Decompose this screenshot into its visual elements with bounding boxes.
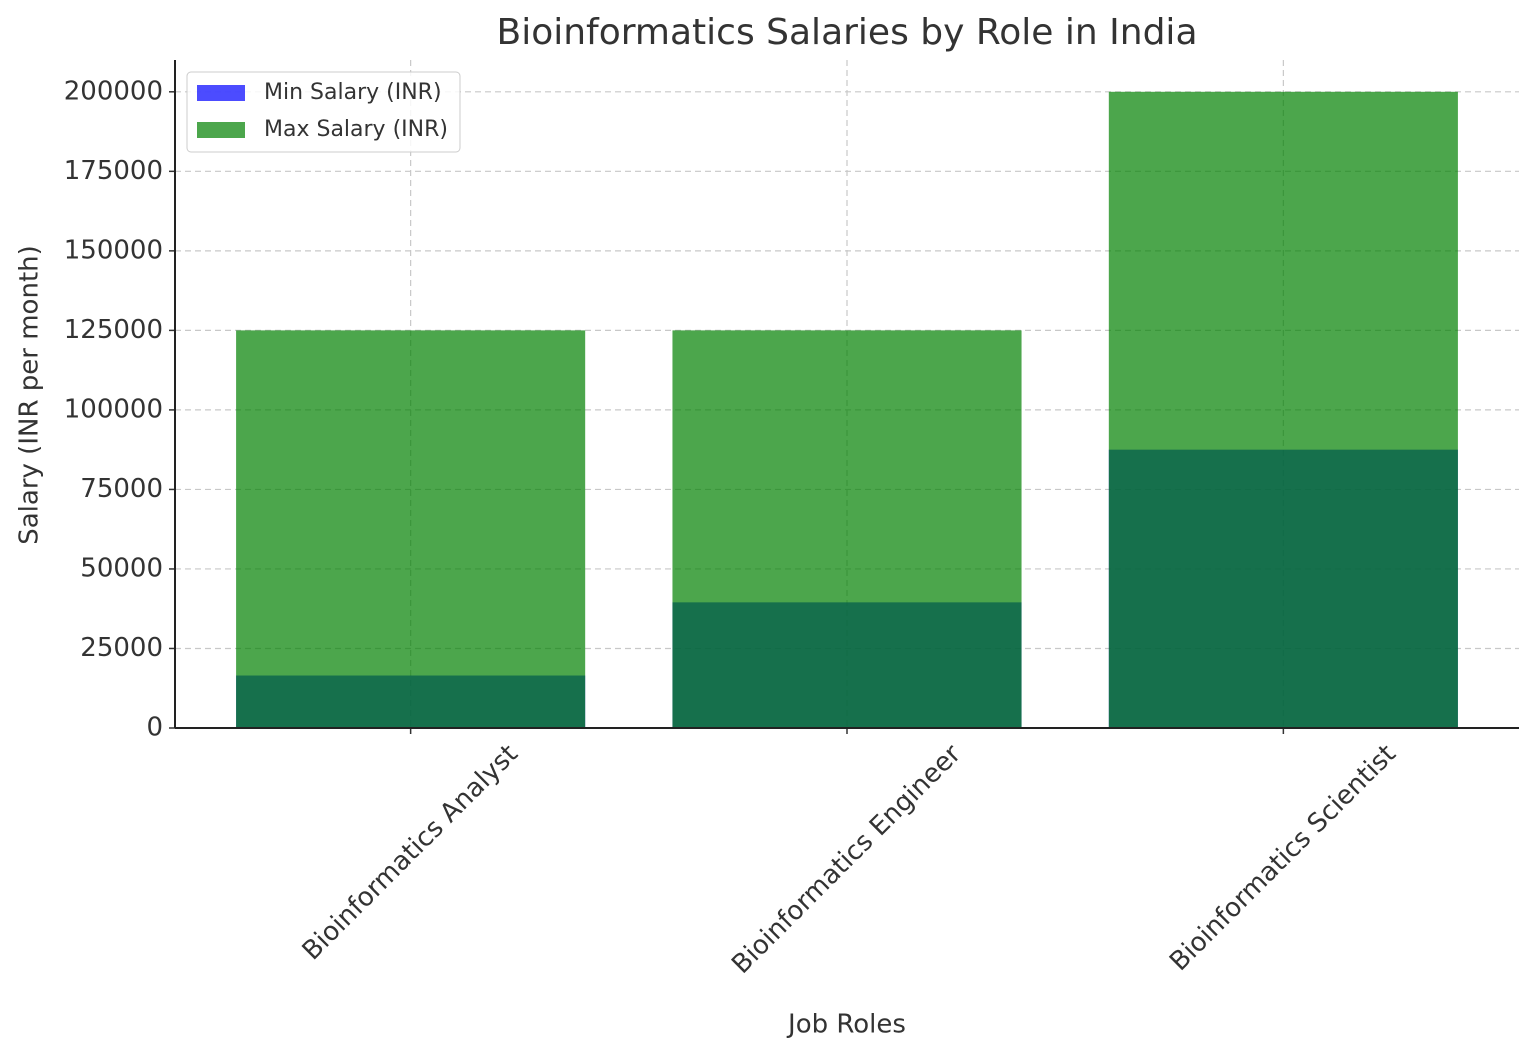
- x-axis-label: Job Roles: [786, 1010, 906, 1040]
- y-tick-label: 25000: [80, 633, 163, 663]
- y-tick-label: 75000: [80, 474, 163, 504]
- legend-label: Max Salary (INR): [264, 117, 448, 142]
- x-tick-label: Bioinformatics Analyst: [297, 739, 524, 966]
- chart-title: Bioinformatics Salaries by Role in India: [497, 12, 1198, 53]
- y-tick-label: 125000: [64, 315, 163, 345]
- y-tick-label: 0: [146, 713, 163, 743]
- x-tick-label: Bioinformatics Scientist: [1164, 739, 1402, 977]
- x-tick-label: Bioinformatics Engineer: [726, 739, 967, 980]
- y-tick-label: 100000: [64, 394, 163, 424]
- bar: [1108, 91, 1458, 729]
- legend-swatch: [197, 122, 245, 138]
- legend-label: Min Salary (INR): [264, 80, 442, 105]
- y-tick-label: 175000: [64, 156, 163, 186]
- y-tick-label: 200000: [64, 76, 163, 106]
- y-tick-label: 150000: [64, 235, 163, 265]
- legend: [186, 71, 461, 153]
- y-axis-label: Salary (INR per month): [15, 245, 45, 545]
- bar: [672, 330, 1022, 728]
- y-tick-label: 50000: [80, 553, 163, 583]
- legend-swatch: [197, 85, 245, 101]
- bar: [236, 330, 586, 728]
